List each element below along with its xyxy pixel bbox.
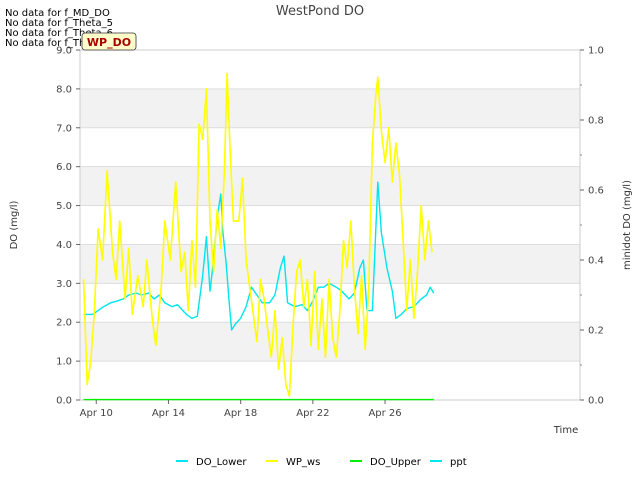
plot-band (80, 166, 580, 206)
site-badge: WP_DO (81, 32, 137, 51)
y2-tick-label: 0.8 (588, 116, 604, 127)
legend-label: WP_ws (286, 457, 320, 468)
y-tick-label: 7.0 (56, 123, 72, 134)
x-axis-title: Time (553, 425, 578, 436)
y-tick-label: 3.0 (56, 279, 72, 290)
x-tick-label: Apr 14 (152, 408, 185, 419)
x-tick-label: Apr 18 (224, 408, 257, 419)
x-tick-label: Apr 22 (296, 408, 329, 419)
legend-label: DO_Lower (196, 457, 247, 468)
y2-axis-title: minidot DO (mg/l) (622, 180, 633, 270)
x-tick-label: Apr 10 (80, 408, 113, 419)
series-line-wp-ws (82, 72, 433, 397)
y-tick-label: 8.0 (56, 84, 72, 95)
ticks-layer: 0.0 1.0 2.0 3.0 4.0 5.0 6.0 7.0 8.0 9.0 0.0 0.2 0.4 0… (56, 46, 604, 420)
chart-title: WestPond DO (276, 4, 364, 19)
y2-tick-label: 1.0 (588, 46, 604, 57)
y-tick-label: 2.0 (56, 318, 72, 329)
y2-tick-label: 0.0 (588, 396, 604, 407)
plot-band (80, 322, 580, 362)
y2-tick-label: 0.4 (588, 256, 604, 267)
y2-tick-label: 0.6 (588, 186, 604, 197)
no-data-note: No data for f_Theta_7 (5, 38, 113, 49)
site-badge-label: WP_DO (87, 36, 131, 49)
no-data-note: No data for f_Theta_5 (5, 18, 113, 29)
legend-label: DO_Upper (370, 457, 422, 468)
x-tick-label: Apr 26 (368, 408, 401, 419)
y-tick-label: 0.0 (56, 396, 72, 407)
y-tick-label: 6.0 (56, 162, 72, 173)
plot-bands (80, 88, 580, 362)
y-axis-title: DO (mg/l) (9, 201, 20, 250)
series-layer (82, 72, 435, 401)
legend: DO_Lower WP_ws DO_Upper ppt (176, 457, 467, 468)
no-data-note: No data for f_Theta_6 (5, 28, 113, 39)
plot-band (80, 244, 580, 284)
y-tick-label: 4.0 (56, 240, 72, 251)
y-tick-label: 9.0 (56, 46, 72, 57)
plot-band (80, 88, 580, 128)
y-tick-label: 5.0 (56, 201, 72, 212)
no-data-note: No data for f_MD_DO (5, 8, 110, 19)
y-tick-label: 1.0 (56, 357, 72, 368)
y2-tick-label: 0.2 (588, 326, 604, 337)
site-badge-box (81, 32, 137, 51)
legend-label: ppt (450, 457, 467, 468)
